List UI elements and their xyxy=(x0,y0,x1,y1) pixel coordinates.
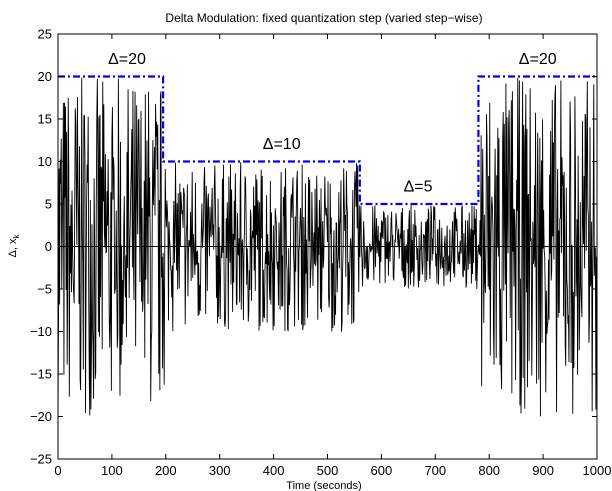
x-tick-label: 400 xyxy=(263,463,285,478)
y-tick-label: −15 xyxy=(30,367,52,382)
step-annotation: Δ=20 xyxy=(519,51,557,68)
axis-ticks: 0 100 200 300 400 500 600 700 800 900 100025201510… xyxy=(30,27,612,479)
step-annotation: Δ=20 xyxy=(108,51,146,68)
plot-area xyxy=(57,33,598,460)
y-tick-label: −10 xyxy=(30,324,52,339)
x-tick-label: 500 xyxy=(317,463,339,478)
y-tick-label: −5 xyxy=(37,282,52,297)
x-tick-label: 800 xyxy=(478,463,500,478)
x-axis-label: Time (seconds) xyxy=(286,480,361,491)
step-annotation: Δ=10 xyxy=(263,136,301,153)
x-tick-label: 700 xyxy=(424,463,446,478)
y-tick-label: 5 xyxy=(45,197,52,212)
y-axis-label: Δ, xk xyxy=(7,234,21,258)
step-size-line xyxy=(58,75,597,206)
y-tick-label: 20 xyxy=(38,69,52,84)
y-tick-label: 15 xyxy=(38,112,52,127)
step-annotation: Δ=5 xyxy=(404,178,433,195)
y-tick-label: −25 xyxy=(30,452,52,467)
x-tick-label: 900 xyxy=(532,463,554,478)
signal-line xyxy=(58,77,597,417)
y-axis-label-subscript: k xyxy=(12,234,21,239)
x-tick-label: 600 xyxy=(371,463,393,478)
chart-title: Delta Modulation: fixed quantization ste… xyxy=(165,11,482,25)
y-tick-label: 10 xyxy=(38,154,52,169)
y-tick-label: 0 xyxy=(45,239,52,254)
x-tick-label: 0 xyxy=(54,463,61,478)
x-tick-label: 200 xyxy=(155,463,177,478)
y-tick-label: −20 xyxy=(30,409,52,424)
annotations: Δ=20 Δ=10 Δ=5 Δ=20 xyxy=(108,51,557,196)
y-axis-label-main: Δ, x xyxy=(7,238,19,257)
x-tick-label: 1000 xyxy=(583,463,612,478)
y-tick-label: 25 xyxy=(38,27,52,42)
x-tick-label: 300 xyxy=(209,463,231,478)
x-tick-label: 100 xyxy=(101,463,123,478)
